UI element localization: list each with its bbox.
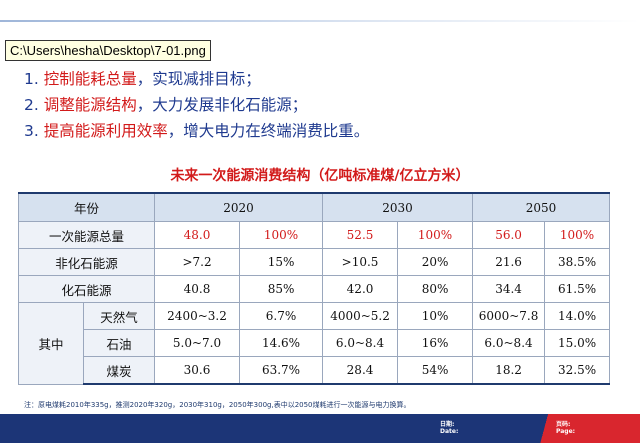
cell-share: 14.0% xyxy=(544,302,611,330)
footer-page-en: Page: xyxy=(556,428,576,435)
cell-share: 38.5% xyxy=(544,248,611,276)
cell-value: 56.0 xyxy=(472,221,546,249)
cell-share: 100% xyxy=(239,221,324,249)
point-highlight: 控制能耗总量 xyxy=(43,70,137,88)
table-row-non-fossil: 非化石能源 >7.2 15% >10.5 20% 21.6 38.5% xyxy=(17,248,611,276)
cell-share: 100% xyxy=(544,221,611,249)
table-row-oil: 石油 5.0~7.0 14.6% 6.0~8.4 16% 6.0~8.4 15.… xyxy=(19,329,611,357)
cell-share: 15.0% xyxy=(544,329,611,357)
cell-value: 5.0~7.0 xyxy=(154,329,241,357)
row-label: 天然气 xyxy=(82,302,156,330)
top-rule xyxy=(0,20,640,22)
point-item-1: 1. 控制能耗总量，实现减排目标； xyxy=(24,66,369,92)
cell-value: 30.6 xyxy=(154,356,241,385)
point-item-2: 2. 调整能源结构，大力发展非化石能源； xyxy=(24,92,369,118)
cell-value: 21.6 xyxy=(472,248,546,276)
table-row-gas: 其中 天然气 2400~3.2 6.7% 4000~5.2 10% 6000~7… xyxy=(18,302,611,385)
point-text: ，实现减排目标； xyxy=(136,70,261,88)
cell-share: 80% xyxy=(397,275,474,303)
cell-share: 16% xyxy=(397,329,474,357)
cell-share: 61.5% xyxy=(544,275,611,303)
point-item-3: 3. 提高能源利用效率，增大电力在终端消费比重。 xyxy=(24,118,369,144)
cell-value: 28.4 xyxy=(322,356,399,385)
row-label: 煤炭 xyxy=(82,356,156,385)
cell-value: >10.5 xyxy=(322,248,399,276)
cell-share: 14.6% xyxy=(239,329,324,357)
point-number: 2. xyxy=(24,96,39,114)
header-year: 2020 xyxy=(154,192,324,222)
point-text: ，大力发展非化石能源； xyxy=(136,96,308,114)
table-row-fossil: 化石能源 40.8 85% 42.0 80% 34.4 61.5% xyxy=(17,275,611,303)
footer-page-cn: 页码: xyxy=(556,421,571,428)
row-label: 石油 xyxy=(82,329,156,357)
cell-share: 20% xyxy=(397,248,474,276)
cell-share: 63.7% xyxy=(239,356,324,385)
header-year: 2050 xyxy=(472,192,611,222)
cell-value: 4000~5.2 xyxy=(322,302,399,330)
table-header-row: 年份 2020 2030 2050 xyxy=(17,192,611,222)
table-row-total: 一次能源总量 48.0 100% 52.5 100% 56.0 100% xyxy=(17,221,611,249)
header-year-label: 年份 xyxy=(17,192,156,222)
footer-page: 页码: Page: xyxy=(556,421,575,435)
row-label: 非化石能源 xyxy=(17,248,156,276)
footer-date-en: Date: xyxy=(440,428,459,435)
cell-share: 15% xyxy=(239,248,324,276)
row-label: 一次能源总量 xyxy=(17,221,156,249)
cell-share: 54% xyxy=(397,356,474,385)
cell-share: 6.7% xyxy=(239,302,324,330)
cell-value: 42.0 xyxy=(322,275,399,303)
cell-value: 34.4 xyxy=(472,275,546,303)
cell-value: 6.0~8.4 xyxy=(472,329,546,357)
point-number: 1. xyxy=(24,70,39,88)
energy-structure-table: 年份 2020 2030 2050 一次能源总量 48.0 100% 52.5 … xyxy=(17,192,611,385)
point-number: 3. xyxy=(24,122,39,140)
cell-value: 40.8 xyxy=(154,275,241,303)
table-footnote: 注：原电煤耗2010年335g，推测2020年320g，2030年310g，20… xyxy=(24,401,411,409)
among-label: 其中 xyxy=(18,302,84,385)
cell-share: 85% xyxy=(239,275,324,303)
cell-value: 52.5 xyxy=(322,221,399,249)
key-points-list: 1. 控制能耗总量，实现减排目标； 2. 调整能源结构，大力发展非化石能源； 3… xyxy=(24,66,369,144)
cell-value: 18.2 xyxy=(472,356,546,385)
cell-value: >7.2 xyxy=(154,248,241,276)
row-label: 化石能源 xyxy=(17,275,156,303)
cell-value: 6000~7.8 xyxy=(472,302,546,330)
point-highlight: 调整能源结构 xyxy=(43,96,137,114)
cell-share: 10% xyxy=(397,302,474,330)
cell-value: 6.0~8.4 xyxy=(322,329,399,357)
table-title: 未来一次能源消费结构（亿吨标准煤/亿立方米） xyxy=(170,168,470,184)
footer-red-stripe xyxy=(520,414,640,443)
table-row-coal: 煤炭 30.6 63.7% 28.4 54% 18.2 32.5% xyxy=(19,356,611,385)
file-path-tooltip: C:\Users\hesha\Desktop\7-01.png xyxy=(5,40,211,61)
cell-value: 48.0 xyxy=(154,221,241,249)
cell-share: 100% xyxy=(397,221,474,249)
point-highlight: 提高能源利用效率 xyxy=(43,122,168,140)
point-text: ，增大电力在终端消费比重。 xyxy=(167,122,370,140)
cell-value: 2400~3.2 xyxy=(154,302,241,330)
footer-date: 日期: Date: xyxy=(440,421,458,435)
header-year: 2030 xyxy=(322,192,474,222)
footer-date-cn: 日期: xyxy=(440,421,455,428)
cell-share: 32.5% xyxy=(544,356,611,385)
